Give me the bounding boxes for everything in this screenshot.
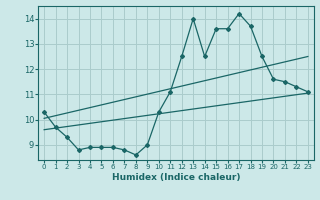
X-axis label: Humidex (Indice chaleur): Humidex (Indice chaleur) [112, 173, 240, 182]
